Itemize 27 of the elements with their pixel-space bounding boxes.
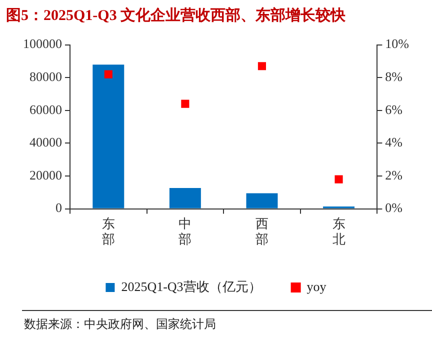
bar xyxy=(169,188,201,208)
x-tick-label: 中部 xyxy=(178,216,192,247)
y2-tick-label: 4% xyxy=(385,134,403,150)
y-tick-label: 20000 xyxy=(30,167,62,182)
x-tick-label: 东部 xyxy=(102,216,115,247)
source-note: 数据来源：中央政府网、国家统计局 xyxy=(24,316,216,333)
bar xyxy=(246,193,278,208)
bar xyxy=(92,64,124,208)
y-tick-label: 60000 xyxy=(30,102,62,117)
chart-title: 图5：2025Q1-Q3 文化企业营收西部、东部增长较快 xyxy=(6,6,346,25)
y2-tick-label: 0% xyxy=(385,200,403,216)
legend-label: 2025Q1-Q3营收（亿元） xyxy=(121,278,262,294)
legend-label: yoy xyxy=(306,278,327,294)
y2-tick-label: 8% xyxy=(385,69,403,84)
y2-tick-label: 6% xyxy=(385,102,403,117)
y-tick-label: 100000 xyxy=(23,36,62,52)
x-tick-label: 东北 xyxy=(332,216,346,247)
y-tick-label: 80000 xyxy=(30,69,62,84)
y2-tick-label: 2% xyxy=(385,167,403,182)
y-tick-label: 0 xyxy=(56,200,62,216)
point xyxy=(258,62,266,70)
y2-tick-label: 10% xyxy=(385,36,410,52)
point xyxy=(334,175,343,184)
point xyxy=(104,70,112,78)
x-tick-label: 西部 xyxy=(255,216,268,247)
point xyxy=(181,100,190,108)
y-tick-label: 40000 xyxy=(30,134,62,150)
